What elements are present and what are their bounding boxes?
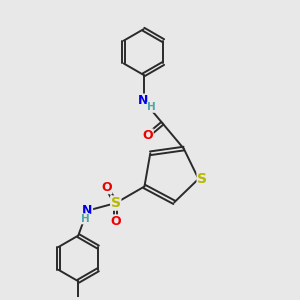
Text: S: S xyxy=(111,196,121,210)
Text: N: N xyxy=(138,94,149,107)
Text: S: S xyxy=(197,172,207,186)
Text: O: O xyxy=(142,129,153,142)
Text: O: O xyxy=(110,215,121,228)
Text: N: N xyxy=(82,204,92,217)
Text: H: H xyxy=(147,102,156,112)
Text: O: O xyxy=(101,181,112,194)
Text: H: H xyxy=(81,214,90,224)
